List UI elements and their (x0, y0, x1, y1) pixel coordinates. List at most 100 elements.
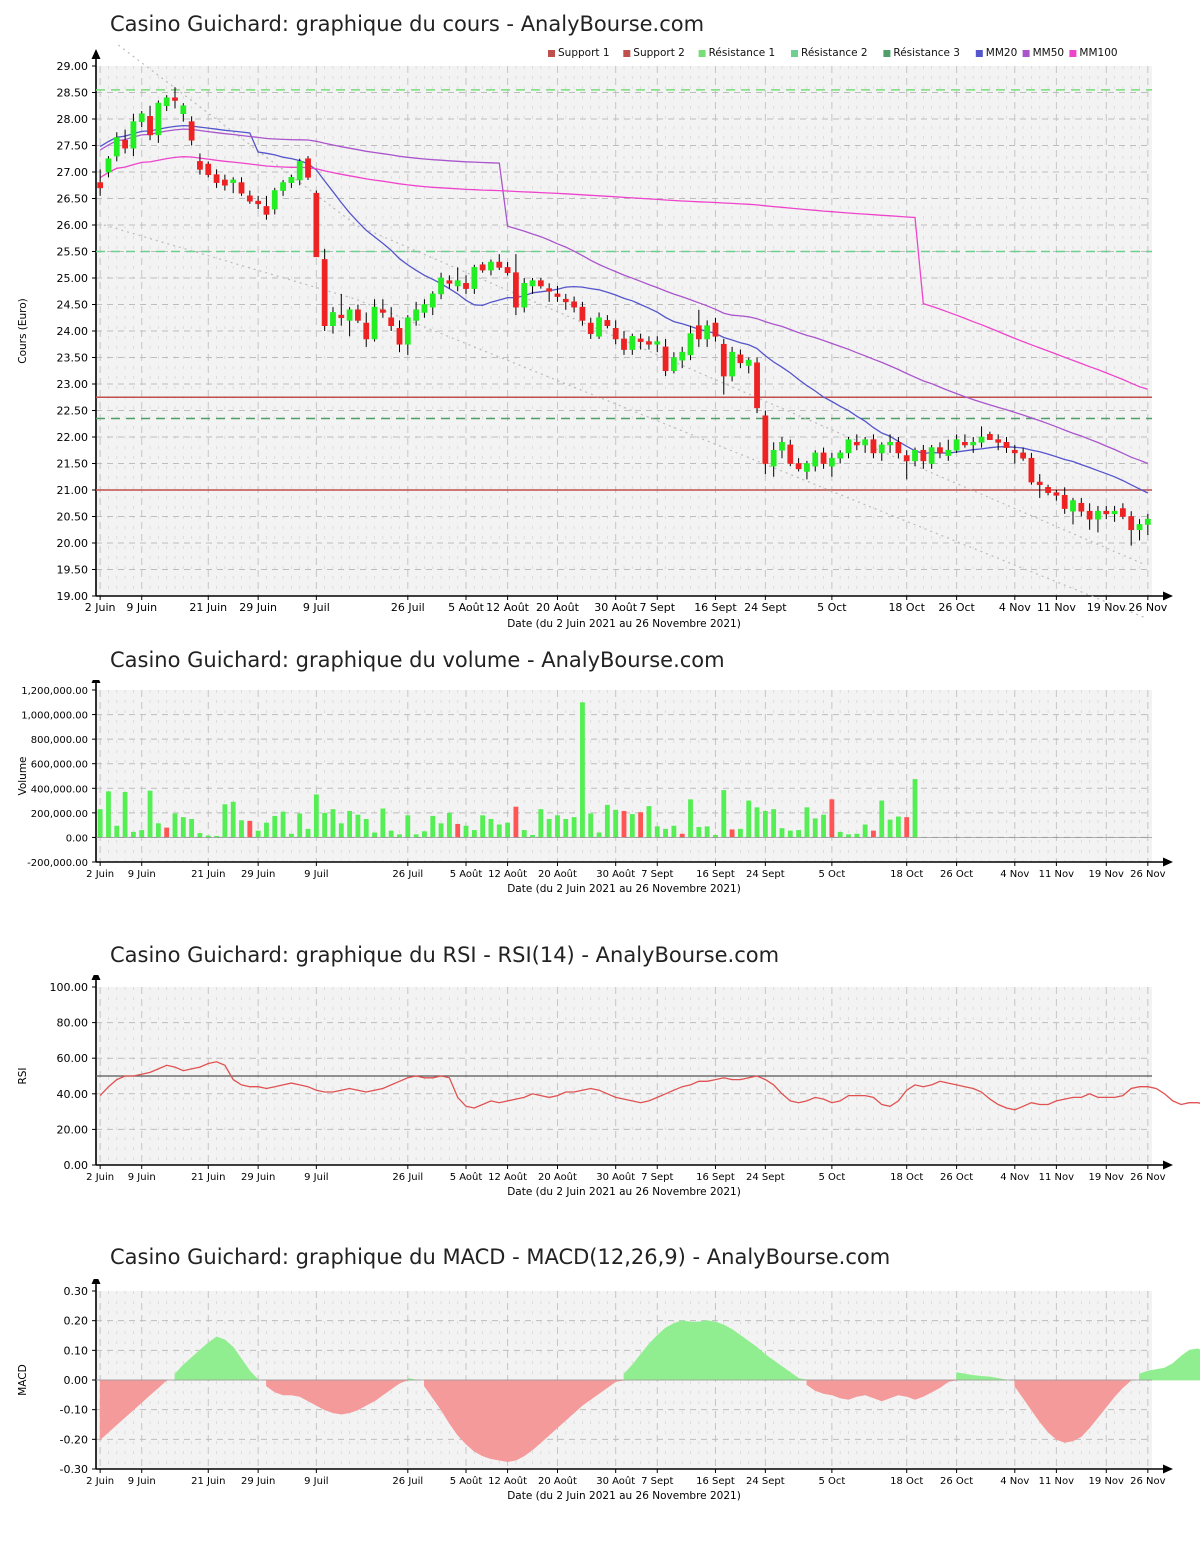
svg-text:2 Juin: 2 Juin (86, 869, 114, 880)
svg-text:0.30: 0.30 (64, 1285, 89, 1298)
svg-text:24.00: 24.00 (57, 325, 89, 338)
svg-text:21 Juin: 21 Juin (189, 601, 227, 614)
svg-text:2 Juin: 2 Juin (85, 601, 116, 614)
svg-text:60.00: 60.00 (57, 1052, 89, 1065)
svg-text:30 Août: 30 Août (596, 868, 635, 880)
svg-text:9 Juin: 9 Juin (128, 1172, 156, 1183)
svg-text:18 Oct: 18 Oct (890, 869, 923, 880)
svg-text:200,000.00: 200,000.00 (31, 809, 88, 820)
svg-text:-200,000.00: -200,000.00 (27, 858, 88, 869)
svg-text:5 Oct: 5 Oct (818, 869, 845, 880)
svg-text:12 Août: 12 Août (488, 1475, 527, 1487)
svg-text:4 Nov: 4 Nov (1000, 1172, 1029, 1183)
svg-text:24 Sept: 24 Sept (744, 601, 787, 614)
svg-text:26 Nov: 26 Nov (1130, 1172, 1166, 1183)
svg-text:Support 1: Support 1 (558, 47, 610, 59)
volume-chart-svg: 1,200,000.00 1,000,000.00 800,000.00 600,00… (17, 680, 1173, 895)
svg-text:28.00: 28.00 (57, 113, 89, 126)
svg-text:MACD: MACD (17, 1364, 29, 1395)
rsi-chart-panel: Casino Guichard: graphique du RSI - RSI(… (0, 935, 1200, 1235)
svg-text:MM100: MM100 (1079, 47, 1117, 59)
svg-text:RSI: RSI (17, 1067, 29, 1084)
svg-text:100.00: 100.00 (50, 981, 89, 994)
price-chart-title: Casino Guichard: graphique du cours - An… (110, 12, 705, 36)
svg-text:80.00: 80.00 (57, 1017, 89, 1030)
svg-text:Date (du 2 Juin 2021 au 26 Nov: Date (du 2 Juin 2021 au 26 Novembre 2021… (507, 1490, 741, 1502)
svg-text:18 Oct: 18 Oct (888, 601, 925, 614)
svg-text:23.50: 23.50 (57, 352, 89, 365)
svg-text:11 Nov: 11 Nov (1039, 1476, 1075, 1487)
svg-text:5 Août: 5 Août (450, 1475, 483, 1487)
svg-text:20 Août: 20 Août (536, 601, 580, 614)
svg-text:9 Juil: 9 Juil (304, 1172, 328, 1183)
svg-text:29 Juin: 29 Juin (239, 601, 277, 614)
svg-text:7 Sept: 7 Sept (641, 1476, 673, 1487)
svg-text:9 Juin: 9 Juin (128, 1476, 156, 1487)
price-chart-svg: 29.00 28.50 28.00 27.50 27.00 26.50 26.00 25.50… (17, 44, 1173, 630)
svg-text:MM20: MM20 (986, 47, 1017, 59)
svg-text:11 Nov: 11 Nov (1037, 601, 1076, 614)
svg-text:29 Juin: 29 Juin (241, 869, 275, 880)
svg-text:7 Sept: 7 Sept (641, 1172, 673, 1183)
svg-text:7 Sept: 7 Sept (641, 869, 673, 880)
svg-text:24.50: 24.50 (57, 299, 89, 312)
svg-text:Date (du 2 Juin 2021 au 26 Nov: Date (du 2 Juin 2021 au 26 Novembre 2021… (507, 618, 741, 630)
svg-text:Résistance 1: Résistance 1 (709, 47, 776, 59)
svg-text:26.50: 26.50 (57, 193, 89, 206)
svg-text:4 Nov: 4 Nov (1000, 869, 1029, 880)
svg-text:21.50: 21.50 (57, 458, 89, 471)
svg-text:MM50: MM50 (1033, 47, 1064, 59)
svg-text:2 Juin: 2 Juin (86, 1172, 114, 1183)
svg-text:25.50: 25.50 (57, 246, 89, 259)
svg-text:20.00: 20.00 (57, 1123, 89, 1136)
volume-series (97, 702, 918, 838)
svg-text:26 Oct: 26 Oct (940, 1476, 973, 1487)
svg-text:29 Juin: 29 Juin (241, 1476, 275, 1487)
svg-text:0.00: 0.00 (66, 833, 88, 844)
svg-text:800,000.00: 800,000.00 (31, 735, 88, 746)
svg-text:26 Oct: 26 Oct (938, 601, 975, 614)
svg-text:Volume: Volume (17, 756, 29, 795)
svg-text:18 Oct: 18 Oct (890, 1172, 923, 1183)
svg-text:29 Juin: 29 Juin (241, 1172, 275, 1183)
svg-text:12 Août: 12 Août (486, 601, 530, 614)
svg-text:Cours (Euro): Cours (Euro) (17, 298, 29, 364)
svg-text:20.50: 20.50 (57, 511, 89, 524)
svg-text:16 Sept: 16 Sept (696, 1172, 735, 1183)
svg-text:9 Juil: 9 Juil (303, 601, 330, 614)
rsi-line (99, 1061, 1200, 1111)
svg-text:27.50: 27.50 (57, 140, 89, 153)
svg-text:18 Oct: 18 Oct (890, 1476, 923, 1487)
svg-text:40.00: 40.00 (57, 1088, 89, 1101)
svg-text:11 Nov: 11 Nov (1039, 869, 1075, 880)
macd-chart-svg: 0.30 0.20 0.10 0.00 -0.10 -0.20 -0.30 MACD 2 Jui… (17, 1279, 1200, 1502)
svg-text:5 Oct: 5 Oct (817, 601, 847, 614)
svg-text:23.00: 23.00 (57, 378, 89, 391)
svg-text:12 Août: 12 Août (488, 1171, 527, 1183)
svg-text:11 Nov: 11 Nov (1039, 1172, 1075, 1183)
svg-text:20 Août: 20 Août (538, 1475, 577, 1487)
svg-text:26 Juil: 26 Juil (391, 601, 425, 614)
svg-text:0.20: 0.20 (64, 1315, 89, 1328)
svg-text:19.00: 19.00 (57, 590, 89, 603)
svg-text:21 Juin: 21 Juin (191, 869, 225, 880)
svg-text:24 Sept: 24 Sept (746, 1172, 785, 1183)
svg-text:24 Sept: 24 Sept (746, 1476, 785, 1487)
svg-text:600,000.00: 600,000.00 (31, 760, 88, 771)
svg-text:30 Août: 30 Août (596, 1475, 635, 1487)
svg-text:5 Oct: 5 Oct (818, 1476, 845, 1487)
macd-chart-title: Casino Guichard: graphique du MACD - MAC… (110, 1245, 891, 1269)
svg-text:-0.20: -0.20 (60, 1433, 88, 1446)
svg-text:-0.30: -0.30 (60, 1463, 88, 1476)
svg-text:9 Juin: 9 Juin (126, 601, 157, 614)
svg-text:0.00: 0.00 (64, 1159, 89, 1172)
svg-text:9 Juin: 9 Juin (128, 869, 156, 880)
svg-text:26 Nov: 26 Nov (1130, 869, 1166, 880)
svg-text:19 Nov: 19 Nov (1089, 1476, 1125, 1487)
svg-text:-0.10: -0.10 (60, 1404, 88, 1417)
svg-text:0.00: 0.00 (64, 1374, 89, 1387)
svg-text:9 Juil: 9 Juil (304, 869, 328, 880)
svg-text:26 Juil: 26 Juil (392, 1476, 423, 1487)
svg-text:21.00: 21.00 (57, 484, 89, 497)
svg-text:19 Nov: 19 Nov (1089, 869, 1125, 880)
